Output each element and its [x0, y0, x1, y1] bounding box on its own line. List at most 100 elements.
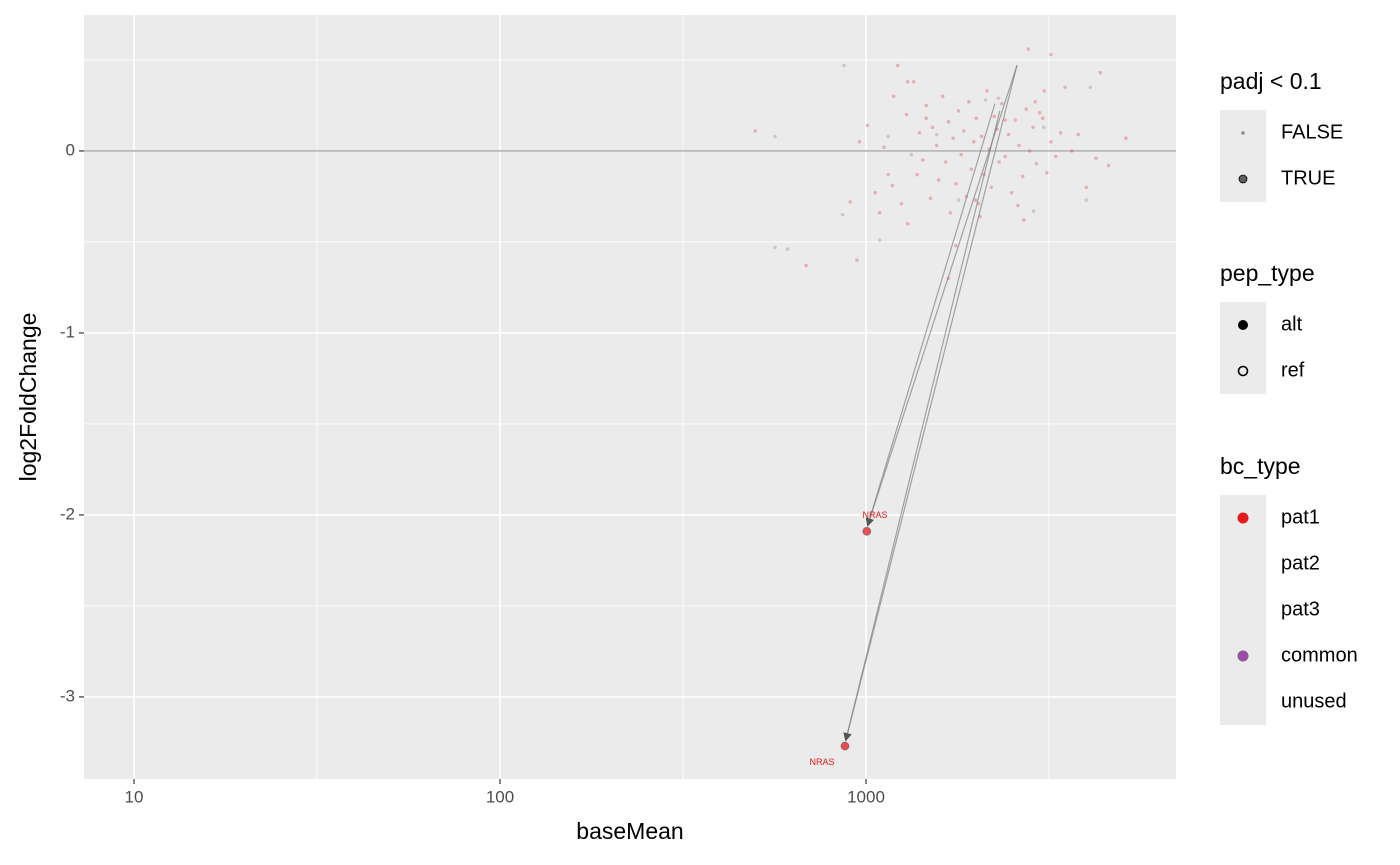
point: [1084, 185, 1089, 190]
point: [1033, 100, 1038, 104]
point: [979, 134, 984, 139]
point: [924, 103, 928, 108]
label-arrow: [843, 110, 1001, 742]
legend-label: pat3: [1281, 598, 1320, 620]
point: [873, 191, 878, 195]
point: [753, 129, 757, 133]
point-label: NRAS: [809, 757, 834, 767]
legend-label: ref: [1281, 359, 1305, 381]
point: [1034, 161, 1039, 166]
point-label: NRAS: [862, 510, 887, 520]
significant-point: [862, 526, 872, 536]
point: [905, 221, 910, 226]
point: [1031, 209, 1036, 213]
y-tick-label: -3: [60, 686, 75, 705]
legend-title: pep_type: [1220, 260, 1315, 286]
point: [954, 181, 958, 186]
legend-label: FALSE: [1281, 121, 1343, 143]
point: [1069, 149, 1074, 153]
point: [877, 238, 882, 242]
legend-label: unused: [1281, 690, 1347, 712]
point: [891, 94, 896, 99]
point: [1094, 156, 1098, 161]
point: [855, 258, 859, 262]
point: [983, 98, 988, 102]
legend-key-background: [1220, 110, 1266, 202]
point: [915, 172, 919, 177]
legend-key-background: [1220, 495, 1266, 725]
point: [934, 132, 939, 137]
point: [928, 196, 933, 201]
point: [1026, 47, 1031, 51]
point: [848, 200, 852, 204]
legend-symbol: [1238, 174, 1248, 184]
point: [1020, 174, 1025, 179]
point: [930, 125, 935, 130]
point: [1053, 154, 1058, 159]
point: [886, 134, 891, 139]
label-arrow: [865, 103, 996, 527]
point: [992, 114, 996, 119]
point: [989, 185, 994, 190]
point: [951, 136, 955, 141]
point: [996, 96, 1001, 100]
point: [1041, 125, 1046, 130]
legend-symbol: [1237, 512, 1249, 524]
point: [940, 94, 945, 99]
point: [969, 167, 974, 171]
point: [921, 158, 925, 162]
point: [1027, 149, 1032, 153]
point: [1003, 154, 1007, 159]
point: [857, 140, 862, 144]
point: [882, 145, 886, 150]
point: [877, 211, 882, 215]
point: [1076, 132, 1080, 137]
point: [1088, 85, 1093, 90]
point: [804, 263, 808, 268]
point: [1124, 136, 1128, 141]
point: [1058, 130, 1063, 135]
point: [943, 160, 948, 164]
point: [1003, 118, 1007, 122]
point: [1063, 85, 1067, 90]
significant-point: [840, 741, 850, 751]
legend-key-background: [1220, 302, 1266, 394]
point: [997, 160, 1001, 164]
point: [1049, 52, 1053, 57]
point: [909, 152, 914, 157]
point: [936, 178, 941, 182]
legend-label: pat1: [1281, 506, 1320, 528]
point: [842, 63, 846, 68]
x-axis-title: baseMean: [576, 818, 683, 844]
point: [1017, 143, 1021, 148]
legend-title: padj < 0.1: [1220, 68, 1322, 94]
point: [911, 79, 916, 84]
point: [971, 140, 976, 144]
point: [974, 116, 978, 120]
point: [961, 129, 966, 133]
point: [954, 243, 958, 248]
point: [1084, 198, 1089, 202]
point: [959, 152, 963, 157]
legend-label: TRUE: [1281, 167, 1335, 189]
point: [905, 79, 910, 84]
point: [1045, 170, 1049, 175]
point: [890, 183, 895, 188]
legend-label: common: [1281, 644, 1358, 666]
point: [773, 245, 777, 250]
legend-symbol: [1238, 320, 1248, 330]
point: [956, 109, 961, 113]
legend-symbol: [1237, 650, 1249, 662]
point: [1037, 110, 1042, 115]
point: [924, 116, 928, 120]
point: [967, 100, 971, 104]
point: [1006, 132, 1011, 137]
point: [1042, 89, 1047, 93]
x-tick-label: 1000: [847, 787, 885, 806]
x-tick-label: 100: [486, 787, 514, 806]
point: [1009, 191, 1014, 195]
y-axis-title: log2FoldChange: [15, 313, 41, 482]
point: [1098, 70, 1103, 75]
legend-symbol: [1237, 365, 1249, 377]
